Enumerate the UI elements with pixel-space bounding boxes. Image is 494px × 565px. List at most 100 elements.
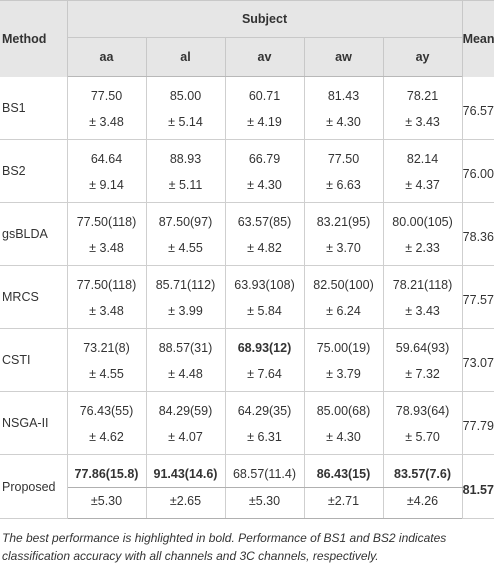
std-deviation-cell: ±2.71 bbox=[304, 487, 384, 519]
table-row-std: ± 3.48 ± 4.55 ± 4.82 ± 3.70 ± 2.33 bbox=[0, 235, 494, 266]
std-deviation-cell: ± 4.30 bbox=[225, 172, 305, 203]
method-name-cell: BS2 bbox=[0, 139, 68, 203]
accuracy-value-cell: 83.57(7.6) bbox=[383, 454, 463, 488]
std-deviation-cell: ± 4.55 bbox=[146, 235, 226, 266]
subject-subheader-row: aa al av aw ay bbox=[0, 37, 494, 77]
table-row: NSGA-II 76.43(55) 84.29(59) 64.29(35) 85.00(… bbox=[0, 391, 494, 455]
accuracy-value-cell: 73.21(8) bbox=[67, 328, 147, 361]
accuracy-value-cell: 80.00(105) bbox=[383, 202, 463, 235]
method-name-cell: gsBLDA bbox=[0, 202, 68, 266]
accuracy-value-cell: 88.93 bbox=[146, 139, 226, 172]
std-deviation-cell: ± 3.48 bbox=[67, 298, 147, 329]
accuracy-value-cell: 84.29(59) bbox=[146, 391, 226, 424]
table-row: BS1 77.50 85.00 60.71 81.43 78.21 76.57 bbox=[0, 76, 494, 140]
accuracy-value-cell: 85.00(68) bbox=[304, 391, 384, 424]
std-deviation-cell: ± 4.07 bbox=[146, 424, 226, 455]
table-header: Method Subject Mean aa al av aw ay bbox=[0, 0, 494, 77]
std-deviation-cell: ± 2.33 bbox=[383, 235, 463, 266]
accuracy-value-cell: 77.50 bbox=[304, 139, 384, 172]
std-deviation-cell: ± 4.62 bbox=[67, 424, 147, 455]
std-deviation-cell: ± 4.37 bbox=[383, 172, 463, 203]
results-table: Method Subject Mean aa al av aw ay BS1 77.50 8… bbox=[0, 0, 494, 519]
accuracy-value-cell: 78.93(64) bbox=[383, 391, 463, 424]
accuracy-value-cell: 64.64 bbox=[67, 139, 147, 172]
accuracy-value-cell: 66.79 bbox=[225, 139, 305, 172]
std-deviation-cell: ± 6.31 bbox=[225, 424, 305, 455]
accuracy-value-cell: 68.93(12) bbox=[225, 328, 305, 361]
accuracy-value-cell: 64.29(35) bbox=[225, 391, 305, 424]
accuracy-value-cell: 77.50 bbox=[67, 76, 147, 109]
std-deviation-cell: ± 7.32 bbox=[383, 361, 463, 392]
std-deviation-cell: ± 3.79 bbox=[304, 361, 384, 392]
std-deviation-cell: ± 5.84 bbox=[225, 298, 305, 329]
subject-header-ay: ay bbox=[383, 37, 463, 77]
accuracy-value-cell: 63.57(85) bbox=[225, 202, 305, 235]
mean-value-cell: 73.07 bbox=[462, 328, 494, 392]
table-row-std: ± 4.55 ± 4.48 ± 7.64 ± 3.79 ± 7.32 bbox=[0, 361, 494, 392]
accuracy-value-cell: 59.64(93) bbox=[383, 328, 463, 361]
subject-column-header: Subject bbox=[67, 0, 463, 38]
table-row-std: ± 9.14 ± 5.11 ± 4.30 ± 6.63 ± 4.37 bbox=[0, 172, 494, 203]
mean-value-cell: 77.79 bbox=[462, 391, 494, 455]
std-deviation-cell: ± 4.30 bbox=[304, 424, 384, 455]
accuracy-value-cell: 86.43(15) bbox=[304, 454, 384, 488]
accuracy-value-cell: 76.43(55) bbox=[67, 391, 147, 424]
accuracy-value-cell: 82.50(100) bbox=[304, 265, 384, 298]
mean-value-cell: 78.36 bbox=[462, 202, 494, 266]
accuracy-value-cell: 75.00(19) bbox=[304, 328, 384, 361]
table-row-std: ± 4.62 ± 4.07 ± 6.31 ± 4.30 ± 5.70 bbox=[0, 424, 494, 455]
table-body: BS1 77.50 85.00 60.71 81.43 78.21 76.57 ± 3.48 ±… bbox=[0, 76, 494, 519]
subject-header-aa: aa bbox=[67, 37, 147, 77]
table-row: Proposed 77.86(15.8) 91.43(14.6) 68.57(11.4… bbox=[0, 454, 494, 519]
std-deviation-cell: ± 6.63 bbox=[304, 172, 384, 203]
accuracy-value-cell: 85.71(112) bbox=[146, 265, 226, 298]
std-deviation-cell: ± 3.48 bbox=[67, 109, 147, 140]
std-deviation-cell: ± 6.24 bbox=[304, 298, 384, 329]
accuracy-value-cell: 77.86(15.8) bbox=[67, 454, 147, 488]
std-deviation-cell: ± 3.48 bbox=[67, 235, 147, 266]
std-deviation-cell: ±5.30 bbox=[225, 487, 305, 519]
mean-value-cell: 76.57 bbox=[462, 76, 494, 140]
std-deviation-cell: ± 4.30 bbox=[304, 109, 384, 140]
std-deviation-cell: ± 3.43 bbox=[383, 109, 463, 140]
table-row-std: ± 3.48 ± 5.14 ± 4.19 ± 4.30 ± 3.43 bbox=[0, 109, 494, 140]
accuracy-value-cell: 87.50(97) bbox=[146, 202, 226, 235]
std-deviation-cell: ± 3.70 bbox=[304, 235, 384, 266]
std-deviation-cell: ± 5.14 bbox=[146, 109, 226, 140]
accuracy-value-cell: 83.21(95) bbox=[304, 202, 384, 235]
std-deviation-cell: ±4.26 bbox=[383, 487, 463, 519]
accuracy-value-cell: 91.43(14.6) bbox=[146, 454, 226, 488]
accuracy-value-cell: 63.93(108) bbox=[225, 265, 305, 298]
table-row: gsBLDA 77.50(118) 87.50(97) 63.57(85) 83.21(… bbox=[0, 202, 494, 266]
table-row-std: ± 3.48 ± 3.99 ± 5.84 ± 6.24 ± 3.43 bbox=[0, 298, 494, 329]
subject-header-av: av bbox=[225, 37, 305, 77]
std-deviation-cell: ±2.65 bbox=[146, 487, 226, 519]
std-deviation-cell: ± 5.70 bbox=[383, 424, 463, 455]
table-row-std: ±5.30 ±2.65 ±5.30 ±2.71 ±4.26 bbox=[0, 487, 494, 519]
table-row: MRCS 77.50(118) 85.71(112) 63.93(108) 82.50(… bbox=[0, 265, 494, 329]
subject-header-al: al bbox=[146, 37, 226, 77]
subject-header-aw: aw bbox=[304, 37, 384, 77]
accuracy-value-cell: 77.50(118) bbox=[67, 202, 147, 235]
accuracy-value-cell: 82.14 bbox=[383, 139, 463, 172]
mean-value-cell: 76.00 bbox=[462, 139, 494, 203]
std-deviation-cell: ± 9.14 bbox=[67, 172, 147, 203]
accuracy-value-cell: 85.00 bbox=[146, 76, 226, 109]
std-deviation-cell: ±5.30 bbox=[67, 487, 147, 519]
accuracy-value-cell: 88.57(31) bbox=[146, 328, 226, 361]
std-deviation-cell: ± 4.48 bbox=[146, 361, 226, 392]
std-deviation-cell: ± 4.55 bbox=[67, 361, 147, 392]
method-name-cell: Proposed bbox=[0, 454, 68, 519]
accuracy-value-cell: 77.50(118) bbox=[67, 265, 147, 298]
mean-value-cell: 77.57 bbox=[462, 265, 494, 329]
method-column-header: Method bbox=[0, 0, 68, 77]
mean-column-header: Mean bbox=[461, 0, 494, 77]
method-name-cell: NSGA-II bbox=[0, 391, 68, 455]
method-name-cell: MRCS bbox=[0, 265, 68, 329]
table-row: CSTI 73.21(8) 88.57(31) 68.93(12) 75.00(19) 5… bbox=[0, 328, 494, 392]
table-footnote: The best performance is highlighted in b… bbox=[2, 531, 447, 563]
std-deviation-cell: ± 4.19 bbox=[225, 109, 305, 140]
std-deviation-cell: ± 5.11 bbox=[146, 172, 226, 203]
table-row: BS2 64.64 88.93 66.79 77.50 82.14 76.00 bbox=[0, 139, 494, 203]
